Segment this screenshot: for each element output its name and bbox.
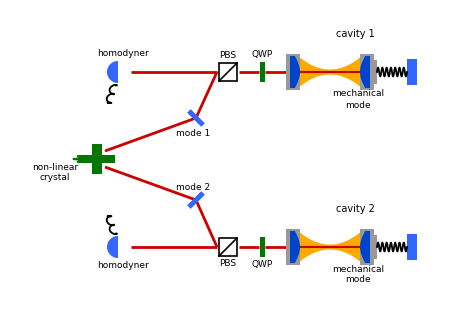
Text: crystal: crystal [40,174,70,182]
Polygon shape [290,56,300,88]
Text: non-linear: non-linear [32,162,78,172]
Polygon shape [360,231,370,263]
Bar [286,54,300,90]
Bar [373,235,377,259]
Bar [407,59,417,85]
Text: mechanical: mechanical [332,90,384,99]
Text: QWP: QWP [251,50,273,59]
Polygon shape [187,109,205,127]
Text: mode 2: mode 2 [176,183,210,192]
Polygon shape [107,61,118,83]
Text: homodyner: homodyner [97,261,149,270]
Polygon shape [107,236,118,258]
Bar [260,62,265,82]
Text: PBS: PBS [219,51,237,60]
Text: mode: mode [345,100,371,109]
Bar [79,155,115,163]
Text: homodyner: homodyner [97,49,149,58]
Bar [92,144,102,174]
Polygon shape [360,56,370,88]
Text: mode 1: mode 1 [176,129,210,137]
Bar [219,63,237,81]
Bar [360,54,374,90]
Bar [407,234,417,260]
Polygon shape [300,233,360,262]
Polygon shape [187,191,205,209]
Bar [373,60,377,84]
Text: cavity 2: cavity 2 [336,204,374,214]
Text: PBS: PBS [219,259,237,268]
Text: mechanical: mechanical [332,264,384,273]
Text: QWP: QWP [251,260,273,269]
Bar [286,229,300,265]
Text: cavity 1: cavity 1 [336,29,374,39]
Text: mode: mode [345,276,371,285]
Bar [260,237,265,257]
Bar [219,238,237,256]
Polygon shape [300,57,360,86]
Bar [360,229,374,265]
Polygon shape [290,231,300,263]
